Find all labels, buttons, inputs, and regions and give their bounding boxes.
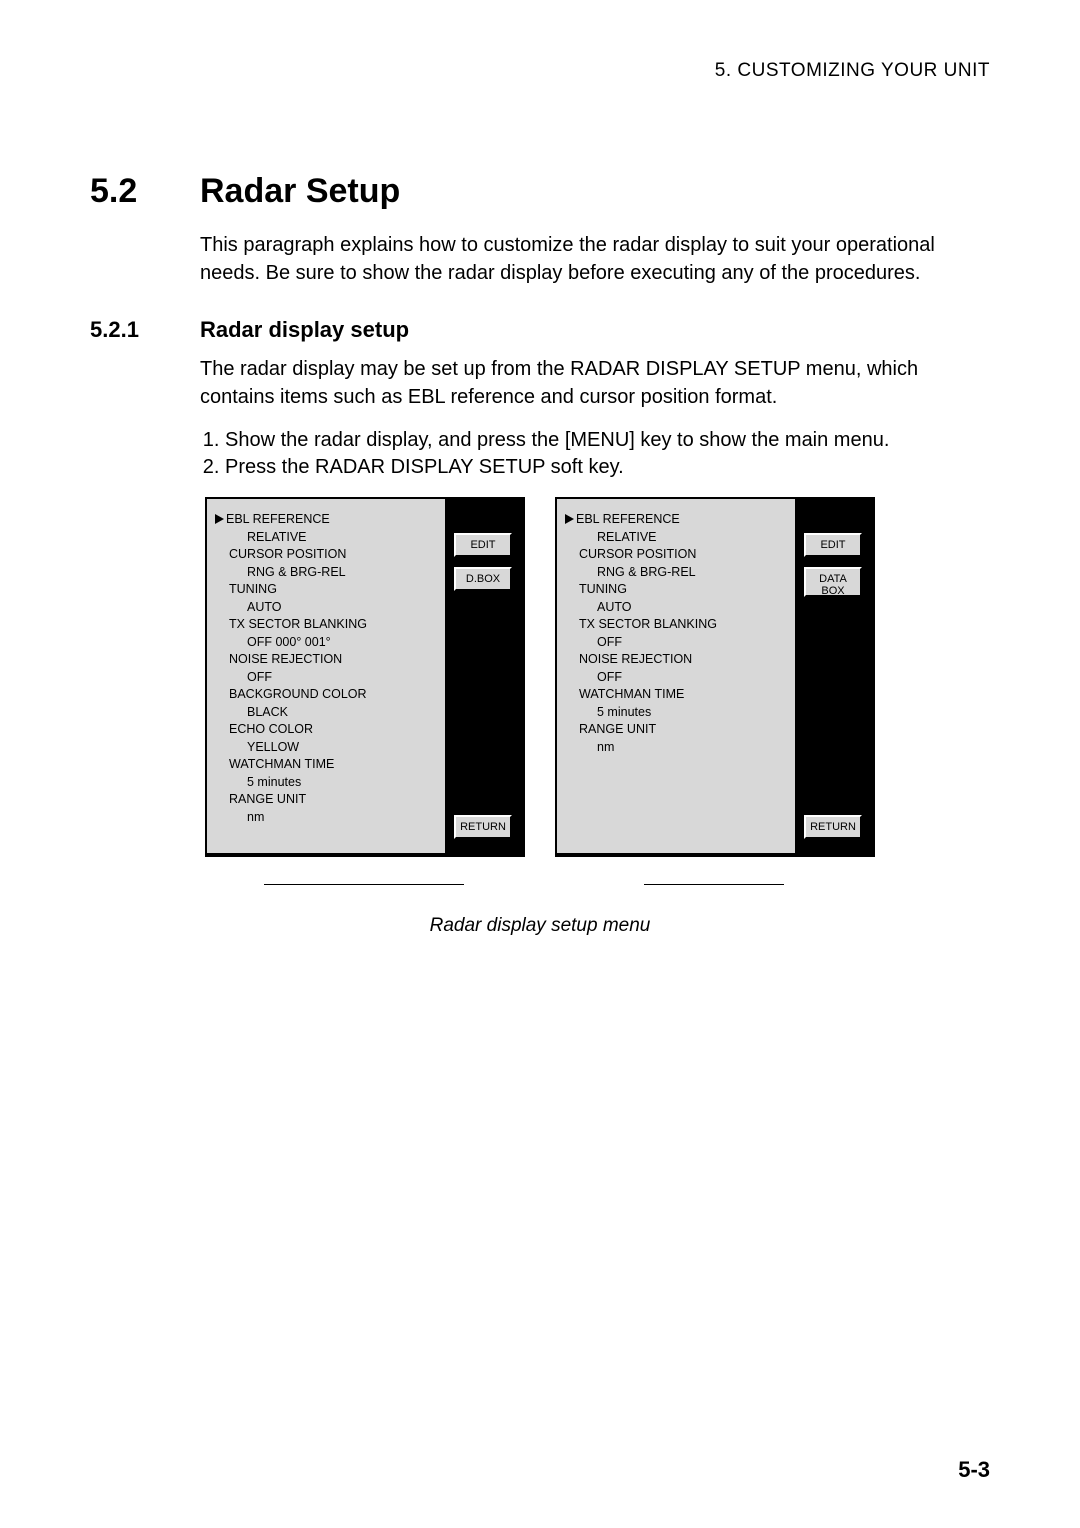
- chapter-header: 5. CUSTOMIZING YOUR UNIT: [90, 60, 990, 82]
- menu-value: OFF: [565, 634, 789, 652]
- menu-value: nm: [215, 809, 439, 827]
- softkey-return[interactable]: RETURN: [454, 815, 512, 839]
- menu-label: BACKGROUND COLOR: [215, 686, 439, 704]
- menu-value: AUTO: [565, 599, 789, 617]
- menu-list: EBL REFERENCE RELATIVE CURSOR POSITION R…: [215, 511, 439, 826]
- menu-label: CURSOR POSITION: [215, 546, 439, 564]
- diagram-row: EBL REFERENCE RELATIVE CURSOR POSITION R…: [90, 497, 990, 857]
- menu-label: TX SECTOR BLANKING: [565, 616, 789, 634]
- menu-label: CURSOR POSITION: [565, 546, 789, 564]
- pointer-icon: [215, 514, 224, 524]
- menu-value: YELLOW: [215, 739, 439, 757]
- section-number: 5.2: [90, 172, 200, 211]
- menu-label: NOISE REJECTION: [565, 651, 789, 669]
- menu-label: TUNING: [215, 581, 439, 599]
- menu-label: RANGE UNIT: [565, 721, 789, 739]
- menu-value: AUTO: [215, 599, 439, 617]
- pointer-icon: [565, 514, 574, 524]
- ruler-line: [264, 884, 464, 885]
- menu-value: OFF: [215, 669, 439, 687]
- softkey-edit[interactable]: EDIT: [454, 533, 512, 557]
- softkey-dbox[interactable]: D.BOX: [454, 567, 512, 591]
- radar-menu-screen-right: EBL REFERENCE RELATIVE CURSOR POSITION R…: [555, 497, 875, 857]
- menu-value: 5 minutes: [215, 774, 439, 792]
- menu-value: BLACK: [215, 704, 439, 722]
- softkey-return[interactable]: RETURN: [804, 815, 862, 839]
- subsection-para: The radar display may be set up from the…: [200, 355, 990, 411]
- step-item: Show the radar display, and press the [M…: [225, 429, 990, 452]
- menu-label: WATCHMAN TIME: [215, 756, 439, 774]
- softkey-panel: EDIT D.BOX RETURN: [445, 499, 521, 853]
- subsection-number: 5.2.1: [90, 317, 200, 343]
- ruler-line: [644, 884, 784, 885]
- menu-label: EBL REFERENCE: [576, 512, 680, 526]
- page-number: 5-3: [958, 1457, 990, 1483]
- menu-label: NOISE REJECTION: [215, 651, 439, 669]
- menu-value: OFF: [565, 669, 789, 687]
- menu-label: RANGE UNIT: [215, 791, 439, 809]
- steps-list: Show the radar display, and press the [M…: [200, 429, 990, 479]
- menu-value: RELATIVE: [565, 529, 789, 547]
- menu-list: EBL REFERENCE RELATIVE CURSOR POSITION R…: [565, 511, 789, 756]
- menu-label: EBL REFERENCE: [226, 512, 330, 526]
- figure-caption: Radar display setup menu: [90, 915, 990, 937]
- menu-value: RELATIVE: [215, 529, 439, 547]
- menu-value: 5 minutes: [565, 704, 789, 722]
- menu-value: RNG & BRG-REL: [215, 564, 439, 582]
- softkey-edit[interactable]: EDIT: [804, 533, 862, 557]
- section-intro: This paragraph explains how to customize…: [200, 231, 990, 287]
- subsection-title-text: Radar display setup: [200, 317, 409, 342]
- radar-menu-screen-left: EBL REFERENCE RELATIVE CURSOR POSITION R…: [205, 497, 525, 857]
- menu-label: TX SECTOR BLANKING: [215, 616, 439, 634]
- menu-value: nm: [565, 739, 789, 757]
- menu-label: TUNING: [565, 581, 789, 599]
- menu-label: WATCHMAN TIME: [565, 686, 789, 704]
- step-item: Press the RADAR DISPLAY SETUP soft key.: [225, 456, 990, 479]
- section-title-text: Radar Setup: [200, 172, 400, 210]
- section-heading: 5.2Radar Setup: [90, 172, 990, 211]
- softkey-databox[interactable]: DATA BOX: [804, 567, 862, 597]
- menu-label: ECHO COLOR: [215, 721, 439, 739]
- softkey-panel: EDIT DATA BOX RETURN: [795, 499, 871, 853]
- subsection-heading: 5.2.1Radar display setup: [90, 317, 990, 343]
- menu-value: RNG & BRG-REL: [565, 564, 789, 582]
- menu-value: OFF 000° 001°: [215, 634, 439, 652]
